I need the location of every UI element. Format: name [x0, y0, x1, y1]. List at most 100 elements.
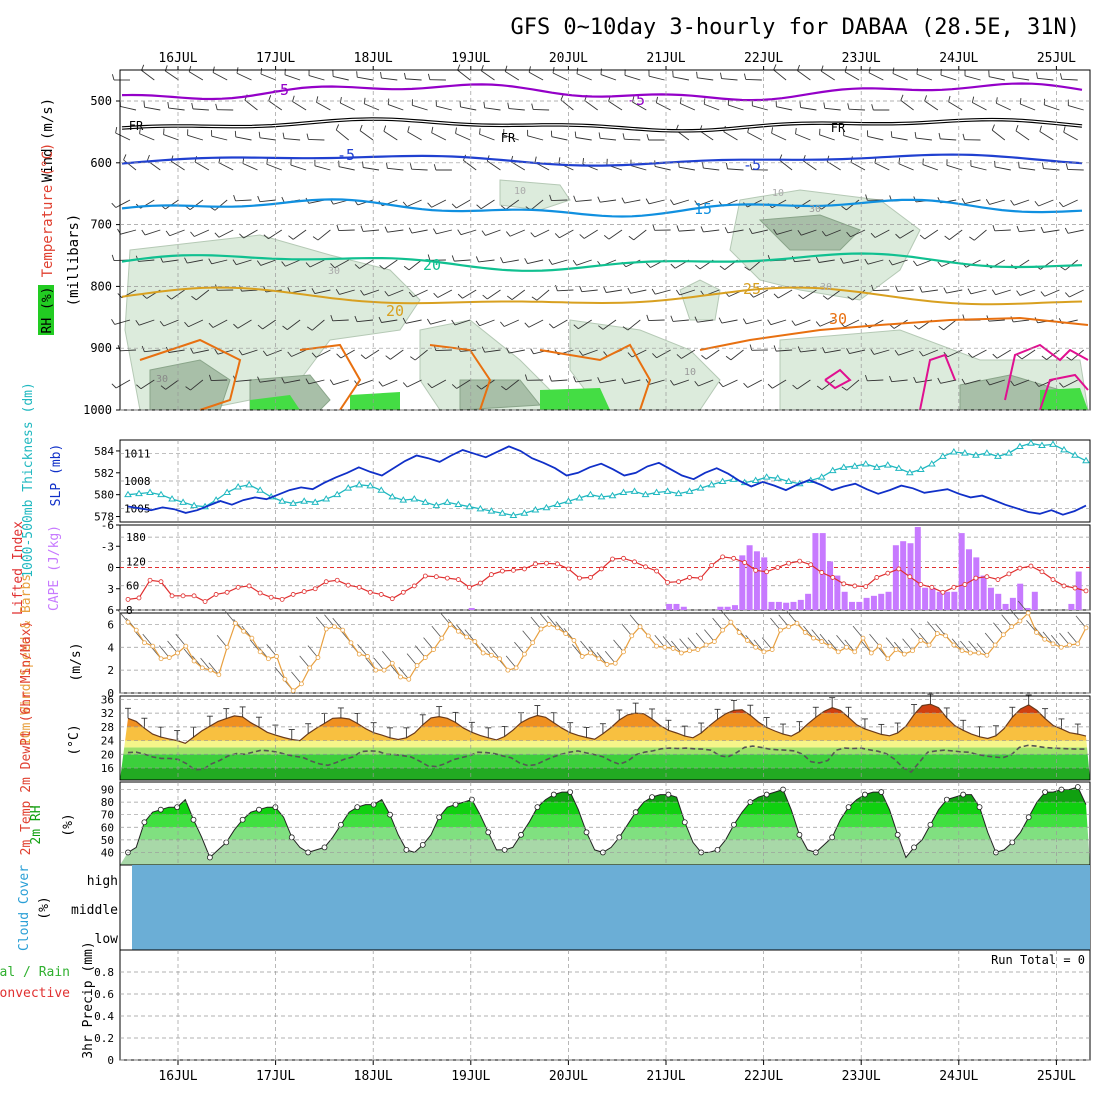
wind-barb-flag [1058, 201, 1064, 208]
li-marker [268, 594, 274, 600]
wind10m-marker [158, 656, 164, 662]
wind-barb-flag [360, 290, 365, 296]
wind-barb-flag [748, 228, 753, 234]
wind-barb-flag [378, 381, 383, 387]
wind-barb-staff [898, 349, 914, 356]
wind10m-barb [307, 645, 319, 658]
wind-barb-flag [287, 351, 292, 357]
wind10m-marker [307, 665, 313, 671]
cape-bar [768, 601, 775, 610]
wind-barb-staff [190, 379, 204, 391]
wind-barb-flag [384, 290, 389, 297]
wind10m-marker [530, 640, 536, 646]
wind-barb-flag [603, 235, 610, 240]
li-marker [1072, 585, 1078, 591]
cape-bar [922, 587, 929, 610]
wind-barb-staff [411, 168, 428, 171]
wind-barb-flag [330, 263, 336, 269]
li-marker [477, 580, 483, 586]
li-marker [422, 573, 428, 579]
wind10m-barb [439, 612, 451, 625]
wind-barb-flag [410, 356, 416, 361]
wind10m-marker [827, 643, 833, 649]
wind-barb-staff [382, 379, 398, 387]
wind-barb-staff [803, 160, 817, 171]
temp2m-ylabel: 2m Temp 2m DewPt (6hr Min/Max) [19, 621, 34, 856]
wind-barb-flag [944, 235, 950, 240]
wind-barb-flag [1034, 200, 1039, 207]
wind-barb-staff [163, 134, 179, 141]
wind10m-marker [670, 646, 676, 651]
wind10m-marker [604, 662, 610, 667]
li-marker [819, 570, 825, 575]
wind-barb-flag [457, 293, 463, 299]
rh2m-marker [452, 801, 459, 808]
rh2m-unit: (%) [61, 813, 76, 836]
wind-barb-staff [527, 135, 544, 141]
wind10m-barb [613, 639, 624, 653]
wind10m-marker [257, 649, 263, 655]
wind-barb-flag [281, 261, 286, 267]
wind-barb-staff [381, 319, 398, 323]
li-marker [1061, 583, 1067, 589]
cape-bar [980, 575, 987, 610]
rh-saturated-region [1040, 388, 1088, 410]
wind-barb-flag [579, 285, 583, 292]
wind-barb-staff [314, 289, 331, 295]
thickness-marker [223, 488, 231, 495]
wind10m-marker [414, 663, 420, 668]
wind-barb-staff [771, 132, 787, 141]
wind10m-tick-label: 2 [107, 664, 114, 677]
wind-barb-staff [916, 379, 932, 383]
rh2m-marker [534, 804, 541, 811]
wind10m-marker [431, 647, 436, 652]
wind-barb-flag [919, 286, 923, 293]
wind-barb-flag [233, 323, 239, 329]
rh2m-marker [911, 844, 917, 851]
thickness-marker [564, 497, 573, 504]
wind-barb-staff [699, 130, 714, 141]
wind-barb-flag [937, 261, 942, 267]
li-line [127, 556, 1087, 603]
wind-barb-staff [678, 229, 695, 232]
wind10m-marker [769, 647, 775, 652]
wind-barb-flag [913, 260, 918, 267]
thickness-marker [179, 498, 187, 505]
wind10m-marker [381, 667, 387, 673]
wind10m-barb [761, 637, 773, 650]
wind-barb-flag [433, 164, 437, 171]
wind-barb-flag [992, 225, 996, 231]
wind10m-marker [464, 634, 470, 640]
contour-35-wiggle [1004, 343, 1089, 401]
wind-barb-staff [728, 104, 744, 111]
wind10m-marker [373, 667, 379, 673]
li-marker [246, 583, 252, 589]
wind-barb-staff [309, 259, 325, 268]
wind10m-barb [208, 662, 220, 675]
wind-barb-staff [824, 107, 841, 111]
wind-barb-flag [504, 65, 508, 72]
thickness-marker [278, 497, 287, 504]
wind-barb-flag [701, 355, 707, 360]
wind-barb-flag [160, 385, 166, 390]
wind-barb-staff [797, 70, 811, 81]
wind-barb-flag [379, 265, 385, 270]
wind10m-barb [786, 611, 798, 624]
upper-pressure-tick-label: 1000 [83, 403, 112, 417]
wind-barb-flag [799, 101, 802, 108]
wind10m-marker [612, 660, 618, 666]
thickness-marker [531, 506, 540, 513]
wind-barb-staff [115, 199, 131, 208]
wind-barb-staff [891, 136, 908, 141]
rh2m-marker [1025, 814, 1032, 821]
wind-barb-flag [531, 296, 538, 301]
wind-barb-staff [747, 132, 763, 141]
wind-barb-staff [235, 199, 252, 202]
contour-label: 20 [386, 302, 404, 320]
wind-barb-staff [338, 229, 355, 232]
wind-barb-flag [288, 235, 294, 240]
wind10m-barb [324, 614, 335, 627]
wind-barb-flag [847, 296, 853, 301]
wind10m-marker [472, 639, 478, 644]
